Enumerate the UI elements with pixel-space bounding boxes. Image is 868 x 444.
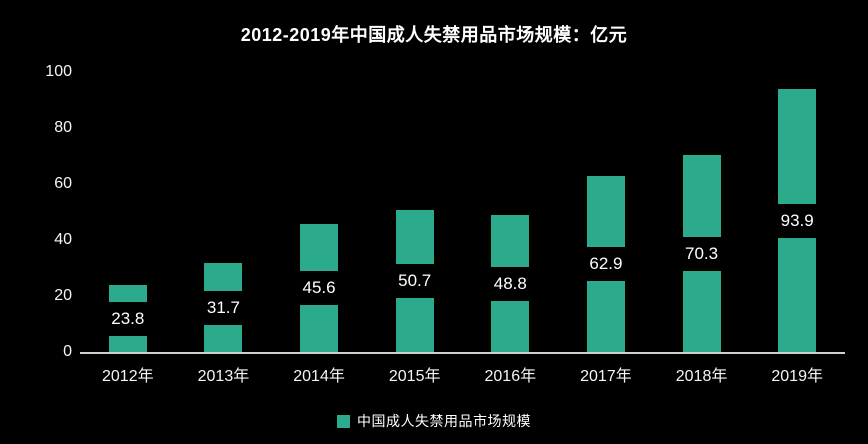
y-axis-tick-label: 100 — [45, 63, 72, 80]
legend-swatch-icon — [337, 414, 350, 428]
x-axis-labels: 2012年 2013年 2014年 2015年 2016年 2017年 2018年 2019年 — [80, 362, 845, 386]
bar-value-label: 62.9 — [580, 246, 631, 281]
bar-2019年: 93.9 — [772, 89, 823, 352]
x-axis-line — [80, 352, 845, 354]
x-axis-label: 2019年 — [771, 368, 823, 385]
bar-value-label: 70.3 — [676, 236, 727, 271]
y-axis: 0 20 40 60 80 100 — [0, 63, 72, 360]
bar-2016年: 48.8 — [485, 215, 536, 352]
bar-2017年: 62.9 — [580, 175, 631, 352]
x-axis-label: 2015年 — [388, 368, 441, 385]
plot-area: 23.8 31.7 45.6 50.7 48.8 62.9 70.3 93.9 — [80, 72, 845, 354]
bar-2013年: 31.7 — [198, 263, 249, 352]
bar-value-label: 45.6 — [294, 271, 345, 306]
y-axis-tick-label: 0 — [63, 343, 72, 360]
bar-value-label: 31.7 — [198, 290, 249, 325]
y-axis-tick-label: 40 — [54, 231, 72, 248]
x-axis-label: 2016年 — [484, 368, 537, 385]
bar-value-label: 50.7 — [389, 264, 440, 299]
chart-title: 2012-2019年中国成人失禁用品市场规模：亿元 — [240, 25, 628, 45]
bar-value-label: 93.9 — [772, 203, 823, 238]
bar-2012年: 23.8 — [102, 285, 153, 352]
x-axis-label: 2018年 — [675, 368, 728, 385]
legend: 中国成人失禁用品市场规模 — [0, 411, 868, 431]
x-axis-label: 2013年 — [197, 368, 250, 385]
bar-2015年: 50.7 — [389, 210, 440, 352]
bar-2018年: 70.3 — [676, 155, 727, 352]
bar-value-label: 23.8 — [102, 301, 153, 336]
y-axis-tick-label: 60 — [54, 175, 72, 192]
x-axis-label: 2014年 — [293, 368, 345, 385]
x-axis-label: 2017年 — [580, 368, 632, 385]
legend-label: 中国成人失禁用品市场规模 — [357, 413, 531, 429]
y-axis-tick-label: 20 — [54, 287, 72, 304]
bar-value-label: 48.8 — [485, 266, 536, 301]
bar-2014年: 45.6 — [294, 224, 345, 352]
y-axis-tick-label: 80 — [54, 119, 72, 136]
x-axis-label: 2012年 — [102, 368, 154, 385]
